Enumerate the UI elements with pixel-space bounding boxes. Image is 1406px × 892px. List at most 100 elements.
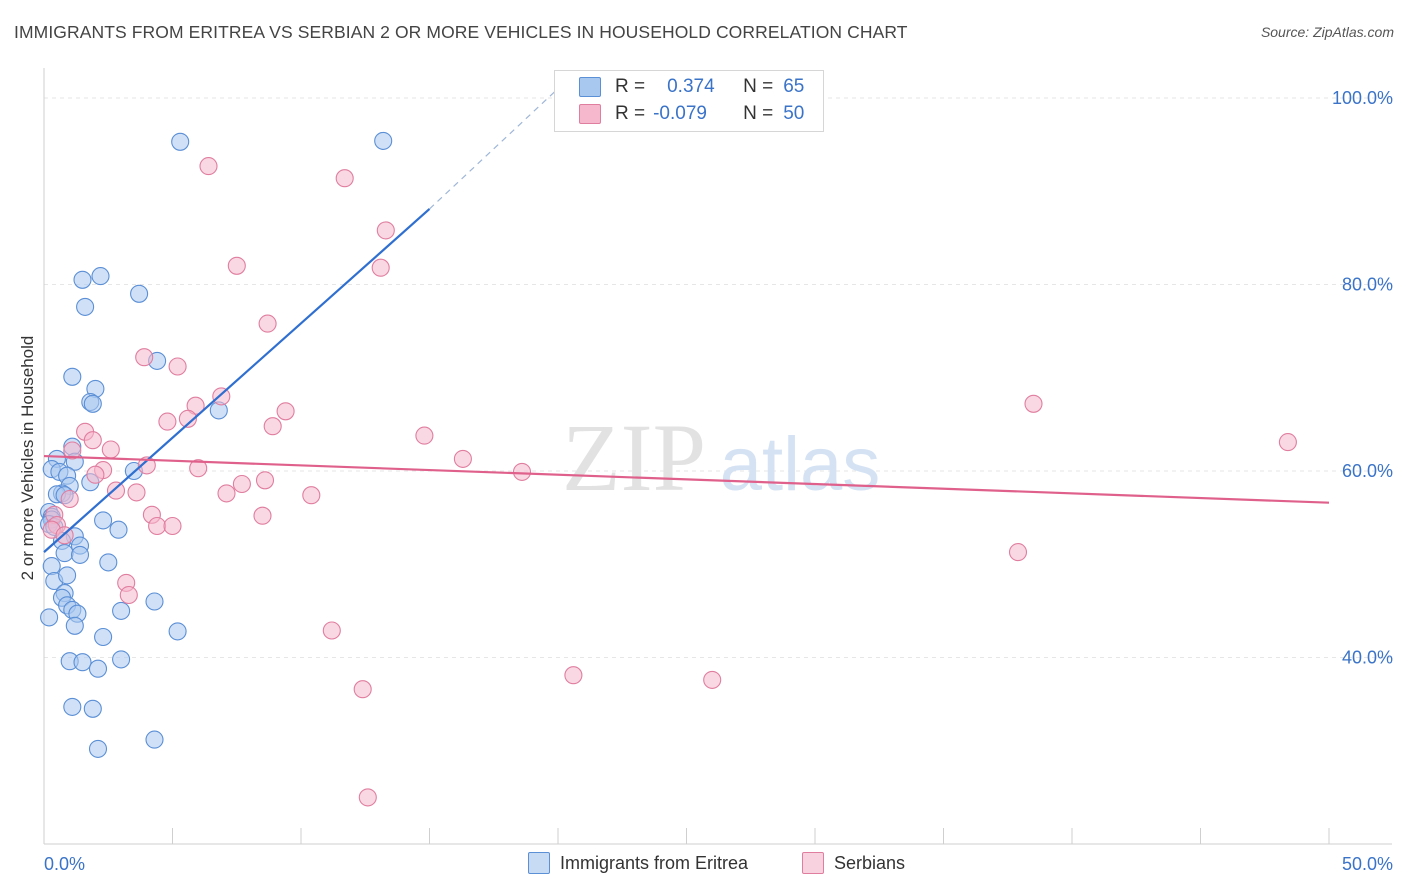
source-label: Source: ZipAtlas.com bbox=[1260, 24, 1394, 40]
legend-n-label: N = bbox=[743, 76, 774, 97]
point-serbians bbox=[101, 440, 120, 459]
point-serbians bbox=[703, 670, 722, 689]
legend-r-value: -0.079 bbox=[653, 103, 707, 124]
tick-labels: 40.0% 60.0% 80.0% 100.0% 0.0% 50.0% bbox=[44, 88, 1393, 874]
point-eritrea bbox=[73, 270, 92, 289]
point-eritrea bbox=[40, 608, 59, 627]
point-eritrea bbox=[55, 544, 74, 563]
watermark: ZIP atlas bbox=[562, 404, 880, 511]
legend-item-eritrea[interactable]: Immigrants from Eritrea bbox=[528, 852, 748, 874]
point-serbians bbox=[119, 585, 138, 605]
legend-r-label: R = bbox=[615, 103, 646, 124]
trend-lines bbox=[43, 88, 1330, 553]
point-eritrea bbox=[99, 553, 118, 572]
trend-line-eritrea-extension bbox=[429, 88, 559, 210]
point-eritrea bbox=[63, 367, 82, 386]
point-eritrea bbox=[374, 131, 393, 150]
trend-line-serbians bbox=[43, 454, 1330, 504]
point-eritrea bbox=[63, 697, 82, 716]
legend-swatch-blue bbox=[579, 77, 601, 97]
y-tick-label: 40.0% bbox=[1342, 647, 1393, 667]
point-eritrea bbox=[70, 545, 90, 564]
point-serbians bbox=[127, 483, 146, 502]
point-eritrea bbox=[65, 616, 84, 635]
legend-label-eritrea: Immigrants from Eritrea bbox=[560, 852, 749, 873]
point-serbians bbox=[302, 486, 321, 505]
point-eritrea bbox=[130, 284, 149, 303]
point-serbians bbox=[263, 417, 282, 436]
point-serbians bbox=[60, 489, 79, 509]
point-serbians bbox=[255, 471, 275, 490]
point-serbians bbox=[148, 516, 167, 536]
legend-swatch-blue bbox=[528, 852, 550, 874]
legend-row-serbians: R = -0.079 N = 50 bbox=[579, 103, 804, 125]
stats-legend: R = 0.374 N = 65 R = -0.079 N = 50 bbox=[554, 70, 824, 132]
point-serbians bbox=[168, 357, 187, 376]
point-eritrea bbox=[83, 699, 102, 718]
watermark-zip: ZIP bbox=[562, 404, 706, 511]
point-eritrea bbox=[94, 511, 113, 530]
point-eritrea bbox=[73, 653, 92, 672]
legend-label-serbians: Serbians bbox=[834, 852, 906, 873]
point-serbians bbox=[178, 409, 197, 428]
point-serbians bbox=[376, 221, 395, 240]
legend-swatch-pink bbox=[802, 852, 824, 874]
point-eritrea bbox=[42, 557, 61, 576]
point-serbians bbox=[212, 387, 231, 406]
point-serbians bbox=[564, 666, 583, 685]
point-eritrea bbox=[109, 520, 128, 539]
point-serbians bbox=[322, 621, 341, 640]
point-serbians bbox=[453, 449, 472, 468]
x-tick-label: 50.0% bbox=[1342, 854, 1393, 874]
legend-n-value: 65 bbox=[783, 76, 805, 97]
point-serbians bbox=[163, 516, 182, 536]
legend-row-eritrea: R = 0.374 N = 65 bbox=[579, 76, 804, 98]
point-eritrea bbox=[145, 592, 164, 611]
watermark-atlas: atlas bbox=[720, 422, 881, 507]
point-serbians bbox=[1024, 394, 1043, 413]
point-eritrea bbox=[112, 601, 131, 620]
point-eritrea bbox=[171, 132, 190, 151]
point-eritrea bbox=[168, 622, 187, 641]
chart-title: IMMIGRANTS FROM ERITREA VS SERBIAN 2 OR … bbox=[14, 22, 908, 42]
point-serbians bbox=[335, 169, 354, 188]
axes bbox=[43, 68, 1392, 845]
point-serbians bbox=[63, 441, 82, 460]
point-serbians bbox=[276, 402, 295, 421]
point-serbians bbox=[353, 680, 372, 699]
legend-n-label: N = bbox=[743, 103, 774, 124]
point-serbians bbox=[217, 484, 236, 503]
point-eritrea bbox=[83, 394, 102, 413]
grid-lines bbox=[44, 97, 1392, 658]
trend-line-eritrea bbox=[43, 208, 431, 553]
point-eritrea bbox=[76, 297, 95, 316]
point-serbians bbox=[258, 314, 277, 333]
point-serbians bbox=[358, 788, 377, 807]
point-eritrea bbox=[94, 627, 113, 647]
point-serbians bbox=[106, 481, 126, 500]
point-serbians bbox=[83, 431, 102, 450]
legend-r-value: 0.374 bbox=[667, 76, 715, 97]
point-serbians bbox=[227, 256, 246, 275]
point-serbians bbox=[512, 462, 532, 481]
point-serbians bbox=[189, 459, 208, 478]
x-tick-label: 0.0% bbox=[44, 854, 85, 874]
point-eritrea bbox=[91, 267, 110, 286]
point-serbians bbox=[415, 426, 434, 445]
point-serbians bbox=[86, 465, 105, 484]
point-eritrea bbox=[88, 659, 108, 678]
point-eritrea bbox=[58, 566, 77, 585]
point-serbians bbox=[199, 157, 218, 176]
point-eritrea bbox=[145, 730, 164, 749]
legend-r-label: R = bbox=[615, 76, 646, 97]
y-tick-label: 80.0% bbox=[1342, 274, 1393, 294]
legend-swatch-pink bbox=[579, 104, 601, 124]
point-serbians bbox=[371, 258, 390, 277]
legend-n-value: 50 bbox=[783, 103, 805, 124]
point-serbians bbox=[158, 412, 177, 431]
legend-item-serbians[interactable]: Serbians bbox=[802, 852, 905, 874]
y-tick-label: 60.0% bbox=[1342, 461, 1393, 481]
point-serbians bbox=[137, 456, 156, 475]
y-tick-label: 100.0% bbox=[1332, 88, 1393, 108]
